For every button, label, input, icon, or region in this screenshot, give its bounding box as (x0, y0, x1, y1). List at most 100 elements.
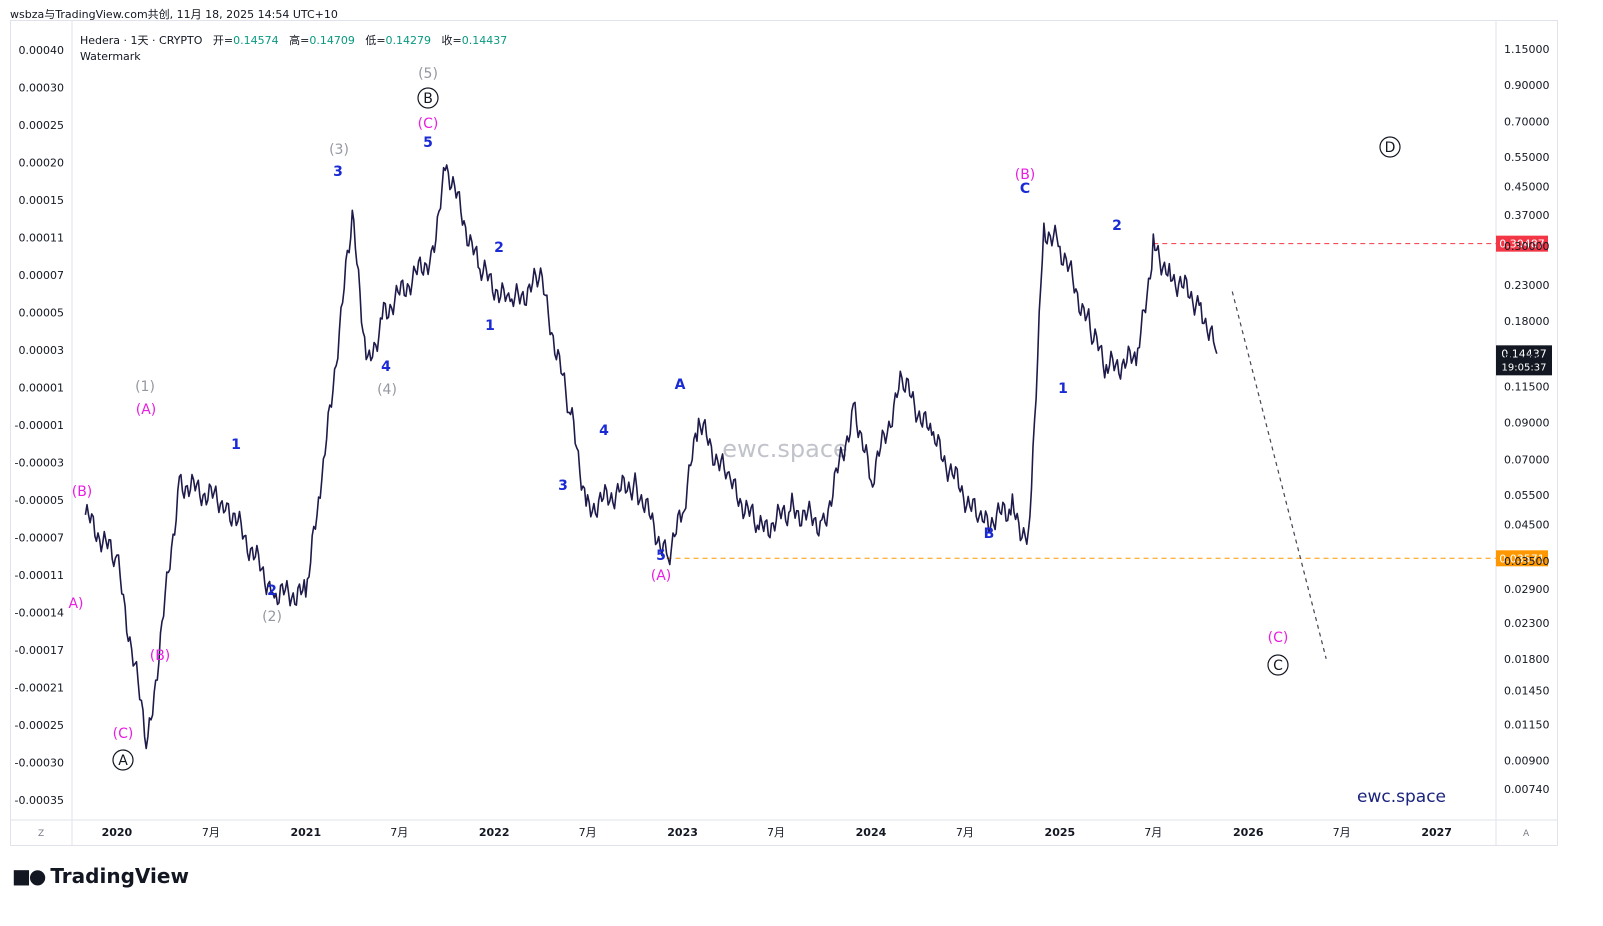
x-tick-label: 2021 (290, 826, 321, 839)
left-tick-label: 0.00011 (19, 232, 65, 245)
brand-name: TradingView (50, 864, 189, 888)
wave-label: C (1020, 181, 1030, 197)
legend-open-label: 开= (212, 34, 234, 47)
left-tick-label: -0.00017 (15, 644, 64, 657)
wave-label-circle (1379, 136, 1401, 158)
y-tick-label: 0.00900 (1504, 755, 1550, 768)
y-tick-label: 0.90000 (1504, 79, 1550, 92)
x-tick-label: 2026 (1233, 826, 1264, 839)
y-tick-label: 0.30000 (1504, 240, 1550, 253)
wave-label: 3 (558, 478, 568, 494)
x-tick-label: 7月 (579, 826, 597, 839)
tradingview-logo-icon: ■● (12, 864, 46, 888)
wave-label: (C) (1268, 630, 1289, 646)
x-tick-label: 2023 (667, 826, 698, 839)
wave-label: (1) (135, 379, 155, 395)
wave-label: C (1273, 658, 1283, 674)
center-watermark: ewc.space (722, 435, 848, 463)
x-tick-label: 7月 (202, 826, 220, 839)
wave-label: 4 (381, 359, 391, 375)
corner-watermark: ewc.space (1357, 787, 1446, 807)
wave-label: 4 (599, 423, 609, 439)
wave-label: (C) (418, 116, 439, 132)
wave-label: 2 (1112, 218, 1122, 234)
x-tick-label: 7月 (1144, 826, 1162, 839)
wave-label: 2 (494, 240, 504, 256)
left-tick-label: -0.00021 (15, 682, 64, 695)
legend-high-label: 高= (289, 34, 310, 47)
x-tick-label: 2025 (1045, 826, 1076, 839)
y-tick-label: 0.70000 (1504, 116, 1550, 129)
last-price-tag (1496, 345, 1552, 376)
y-tick-label: 0.04500 (1504, 518, 1550, 531)
left-tick-label: 0.00025 (19, 119, 65, 132)
legend-symbol: Hedera · 1天 · CRYPTO (80, 34, 203, 47)
y-tick-label: 0.05500 (1504, 489, 1550, 502)
wave-label: (B) (72, 484, 93, 500)
wave-label: (2) (262, 609, 282, 625)
y-tick-label: 0.01800 (1504, 653, 1550, 666)
x-tick-label: 2027 (1421, 826, 1452, 839)
left-tick-label: -0.00025 (15, 719, 64, 732)
legend-close: 0.14437 (461, 34, 508, 47)
left-tick-label: -0.00014 (15, 607, 64, 620)
wave-label: 1 (1058, 381, 1068, 397)
y-tick-label: 0.02900 (1504, 583, 1550, 596)
left-tick-label: -0.00011 (15, 569, 64, 582)
price-tag-label: 0.30487 (1499, 238, 1545, 251)
x-tick-label: 7月 (1333, 826, 1351, 839)
zoom-button[interactable]: Z (38, 829, 45, 839)
left-tick-label: 0.00030 (19, 82, 65, 95)
left-tick-label: 0.00020 (19, 157, 65, 170)
y-tick-label: 0.45000 (1504, 181, 1550, 194)
y-tick-label: 0.11500 (1504, 381, 1550, 394)
price-tag-label: 0.03571 (1499, 552, 1545, 565)
tradingview-logo[interactable]: ■● TradingView (12, 864, 189, 888)
wave-label: A) (68, 596, 83, 612)
wave-label: (4) (377, 382, 397, 398)
price-tag-bg (1496, 235, 1548, 252)
y-tick-label: 0.03500 (1504, 555, 1550, 568)
left-tick-label: 0.00040 (19, 44, 65, 57)
y-tick-label: 0.37000 (1504, 209, 1550, 222)
wave-label: 2 (267, 583, 277, 599)
wave-label: (A) (651, 568, 672, 584)
wave-label: (C) (113, 726, 134, 742)
chart-frame[interactable] (10, 20, 1558, 846)
y-tick-label: 0.07000 (1504, 454, 1550, 467)
left-tick-label: -0.00007 (15, 532, 64, 545)
countdown-label: 19:05:37 (1502, 362, 1547, 373)
y-tick-label: 0.09000 (1504, 417, 1550, 430)
wave-label: D (1385, 140, 1396, 156)
wave-label: (5) (418, 66, 438, 82)
wave-label: 1 (485, 318, 495, 334)
x-tick-label: 2022 (479, 826, 510, 839)
legend-low-label: 低= (365, 34, 386, 47)
wave-label: B (984, 526, 995, 542)
left-tick-label: -0.00003 (15, 457, 64, 470)
chart-credit: wsbza与TradingView.com共创, 11月 18, 2025 14… (10, 8, 338, 21)
wave-label: (3) (329, 142, 349, 158)
wave-label: 5 (656, 548, 666, 564)
y-tick-label: 0.00740 (1504, 783, 1550, 796)
y-tick-label: 0.01150 (1504, 719, 1550, 732)
legend-high: 0.14709 (309, 34, 355, 47)
wave-label: A (118, 753, 128, 769)
wave-label-circle (1267, 654, 1289, 676)
left-tick-label: 0.00001 (19, 382, 65, 395)
wave-label: 3 (333, 164, 343, 180)
wave-label: (B) (150, 648, 171, 664)
x-tick-label: 7月 (390, 826, 408, 839)
legend-close-label: 收= (441, 34, 462, 47)
legend-indicator[interactable]: Watermark (80, 50, 141, 63)
legend-open: 0.14574 (233, 34, 279, 47)
wave-label-circle (417, 87, 439, 109)
left-tick-label: 0.00005 (19, 307, 65, 320)
left-tick-label: -0.00035 (15, 794, 64, 807)
auto-scale-button[interactable]: A (1523, 829, 1530, 839)
price-tag-bg (1496, 550, 1548, 567)
left-tick-label: 0.00003 (19, 344, 65, 357)
left-tick-label: 0.00007 (19, 269, 65, 282)
legend-low: 0.14279 (385, 34, 432, 47)
